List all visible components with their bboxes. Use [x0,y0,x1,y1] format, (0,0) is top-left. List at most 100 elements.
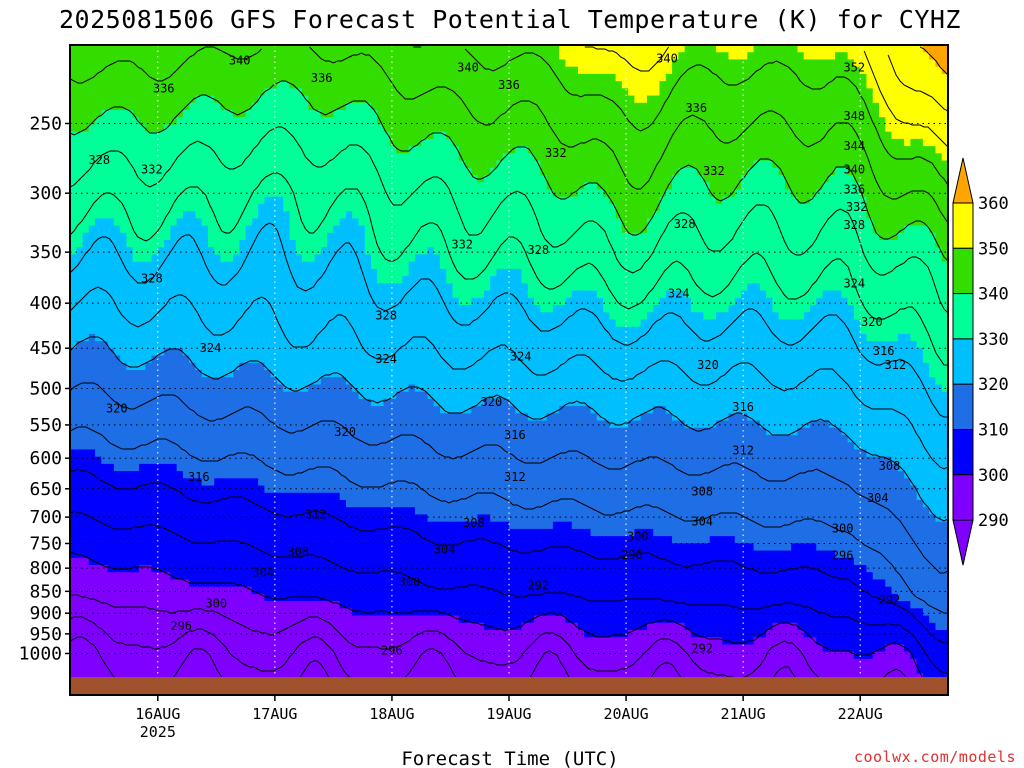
contour-cell [107,102,115,111]
contour-cell [82,622,90,631]
contour-cell [176,456,184,465]
contour-cell [396,492,403,501]
contour-cell [88,413,96,422]
contour-cell [283,637,291,646]
contour-cell [258,124,266,133]
contour-cell [333,442,341,451]
contour-cell [276,247,284,256]
contour-cell [251,232,259,241]
contour-cell [402,153,410,162]
contour-cell [414,247,422,256]
contour-cell [157,637,165,646]
contour-cell [176,528,184,537]
contour-cell [283,225,291,234]
contour-cell [264,319,272,328]
contour-cell [377,398,385,407]
contour-cell [176,261,184,270]
contour-cell [264,514,272,523]
contour-cell [251,601,259,609]
contour-cell [258,442,266,451]
contour-cell [245,276,253,284]
contour-cell [289,593,297,602]
contour-cell [251,586,259,595]
contour-cell [239,615,247,624]
contour-cell [226,391,234,400]
contour-cell [101,348,109,357]
contour-cell [320,124,328,133]
contour-cell [352,608,360,617]
contour-cell [220,384,228,393]
contour-cell [132,211,140,219]
contour-cell [283,131,291,140]
contour-cell [251,362,259,371]
contour-cell [264,175,272,183]
contour-cell [270,117,278,126]
contour-cell [339,297,347,306]
contour-cell [233,413,240,422]
contour-cell [189,456,197,465]
contour-cell [95,550,102,559]
contour-cell [295,138,303,147]
contour-cell [207,500,215,508]
contour-cell [220,435,228,443]
contour-cell [371,117,378,126]
contour-cell [101,370,109,378]
contour-cell [82,644,90,653]
contour-cell [408,312,416,321]
contour-cell [82,81,90,89]
contour-cell [239,651,247,660]
contour-cell [402,124,410,133]
contour-cell [239,167,247,176]
contour-cell [251,463,259,472]
contour-cell [289,45,297,53]
contour-cell [157,550,165,559]
contour-cell [126,160,134,169]
contour-cell [408,283,416,292]
contour-cell [88,608,96,617]
contour-cell [120,175,128,183]
contour-cell [270,73,278,82]
contour-cell [88,355,96,364]
contour-cell [101,557,109,566]
contour-cell [101,471,109,479]
contour-cell [220,45,228,53]
contour-cell [389,261,397,270]
contour-cell [207,485,215,494]
contour-cell [245,478,253,487]
contour-cell [364,391,372,400]
contour-cell [245,593,253,602]
contour-cell [352,442,360,451]
contour-cell [258,507,266,516]
contour-cell [220,427,228,436]
contour-cell [283,377,291,386]
contour-cell [120,247,128,256]
contour-cell [132,651,140,660]
contour-cell [239,456,247,465]
contour-cell [226,565,234,573]
contour-cell [226,536,234,544]
contour-cell [120,435,128,443]
contour-cell [264,305,272,313]
contour-cell [120,45,128,53]
contour-cell [364,211,372,219]
contour-cell [276,593,284,602]
contour-cell [327,608,334,617]
contour-cell [283,651,291,660]
contour-cell [145,456,153,465]
contour-cell [88,290,96,299]
contour-cell [264,146,272,154]
contour-cell [327,290,334,299]
contour-cell [377,240,385,248]
contour-cell [264,543,272,552]
contour-cell [164,478,171,487]
contour-cell [164,117,171,126]
contour-cell [132,261,140,270]
contour-cell [389,658,397,667]
contour-cell [383,73,391,82]
contour-cell [245,66,253,75]
contour-cell [245,261,253,270]
contour-cell [258,536,266,544]
contour-cell [352,485,360,494]
contour-cell [132,377,140,386]
contour-cell [138,196,146,205]
